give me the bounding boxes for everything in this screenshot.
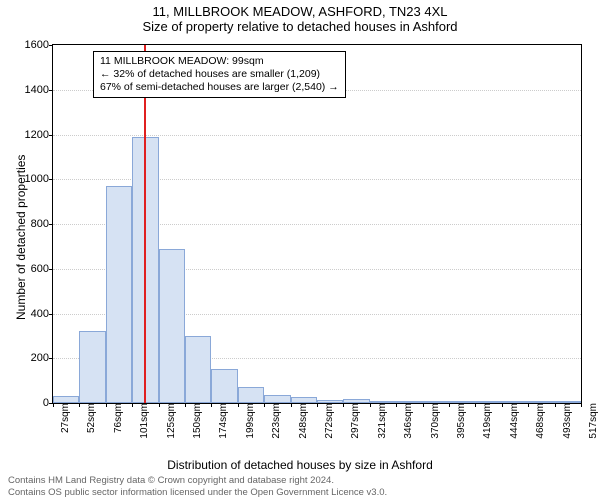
xtick-label: 493sqm: [560, 403, 573, 439]
ytick-label: 800: [31, 218, 53, 230]
xtick-label: 419sqm: [480, 403, 493, 439]
xtick-mark: [264, 403, 265, 407]
xtick-label: 101sqm: [137, 403, 150, 439]
xtick-label: 199sqm: [243, 403, 256, 439]
ytick-label: 200: [31, 352, 53, 364]
histogram-bar: [185, 336, 211, 403]
xtick-mark: [502, 403, 503, 407]
ytick-label: 1600: [25, 39, 53, 51]
histogram-bar: [53, 396, 79, 403]
xtick-label: 370sqm: [428, 403, 441, 439]
ytick-label: 0: [43, 397, 53, 409]
xtick-label: 346sqm: [401, 403, 414, 439]
xtick-mark: [396, 403, 397, 407]
xtick-label: 125sqm: [164, 403, 177, 439]
footer-attribution: Contains HM Land Registry data © Crown c…: [8, 475, 387, 498]
xtick-label: 76sqm: [111, 403, 124, 433]
xtick-label: 321sqm: [375, 403, 388, 439]
footer-line1: Contains HM Land Registry data © Crown c…: [8, 475, 387, 486]
xtick-mark: [581, 403, 582, 407]
ytick-label: 400: [31, 308, 53, 320]
xtick-label: 517sqm: [586, 403, 599, 439]
xtick-mark: [528, 403, 529, 407]
footer-line2: Contains OS public sector information li…: [8, 487, 387, 498]
xtick-mark: [449, 403, 450, 407]
xtick-mark: [291, 403, 292, 407]
xtick-label: 248sqm: [296, 403, 309, 439]
histogram-bar: [264, 395, 290, 403]
xtick-label: 444sqm: [507, 403, 520, 439]
xtick-label: 223sqm: [269, 403, 282, 439]
plot-area: 0200400600800100012001400160027sqm52sqm7…: [52, 44, 582, 404]
x-axis-label: Distribution of detached houses by size …: [0, 458, 600, 472]
xtick-mark: [475, 403, 476, 407]
xtick-label: 174sqm: [216, 403, 229, 439]
xtick-label: 468sqm: [533, 403, 546, 439]
annotation-box: 11 MILLBROOK MEADOW: 99sqm← 32% of detac…: [93, 51, 346, 98]
xtick-mark: [79, 403, 80, 407]
xtick-mark: [238, 403, 239, 407]
xtick-label: 27sqm: [58, 403, 71, 433]
annotation-line2: ← 32% of detached houses are smaller (1,…: [100, 68, 339, 81]
xtick-mark: [185, 403, 186, 407]
xtick-mark: [317, 403, 318, 407]
histogram-bar: [211, 369, 237, 403]
xtick-mark: [343, 403, 344, 407]
xtick-mark: [159, 403, 160, 407]
chart-container: 11, MILLBROOK MEADOW, ASHFORD, TN23 4XL …: [0, 0, 600, 500]
xtick-mark: [132, 403, 133, 407]
xtick-mark: [53, 403, 54, 407]
histogram-bar: [238, 387, 264, 403]
address-title: 11, MILLBROOK MEADOW, ASHFORD, TN23 4XL: [0, 0, 600, 19]
ytick-label: 1200: [25, 129, 53, 141]
annotation-line3: 67% of semi-detached houses are larger (…: [100, 81, 339, 94]
xtick-label: 272sqm: [322, 403, 335, 439]
xtick-mark: [370, 403, 371, 407]
histogram-bar: [159, 249, 185, 403]
xtick-mark: [555, 403, 556, 407]
histogram-bar: [79, 331, 105, 403]
xtick-label: 52sqm: [84, 403, 97, 433]
ytick-label: 600: [31, 263, 53, 275]
xtick-mark: [423, 403, 424, 407]
xtick-label: 395sqm: [454, 403, 467, 439]
ytick-label: 1400: [25, 84, 53, 96]
annotation-line1: 11 MILLBROOK MEADOW: 99sqm: [100, 55, 339, 68]
ytick-label: 1000: [25, 173, 53, 185]
property-marker-line: [144, 45, 146, 403]
xtick-label: 150sqm: [190, 403, 203, 439]
xtick-mark: [106, 403, 107, 407]
xtick-mark: [211, 403, 212, 407]
xtick-label: 297sqm: [348, 403, 361, 439]
subtitle: Size of property relative to detached ho…: [0, 19, 600, 36]
histogram-bar: [106, 186, 132, 403]
